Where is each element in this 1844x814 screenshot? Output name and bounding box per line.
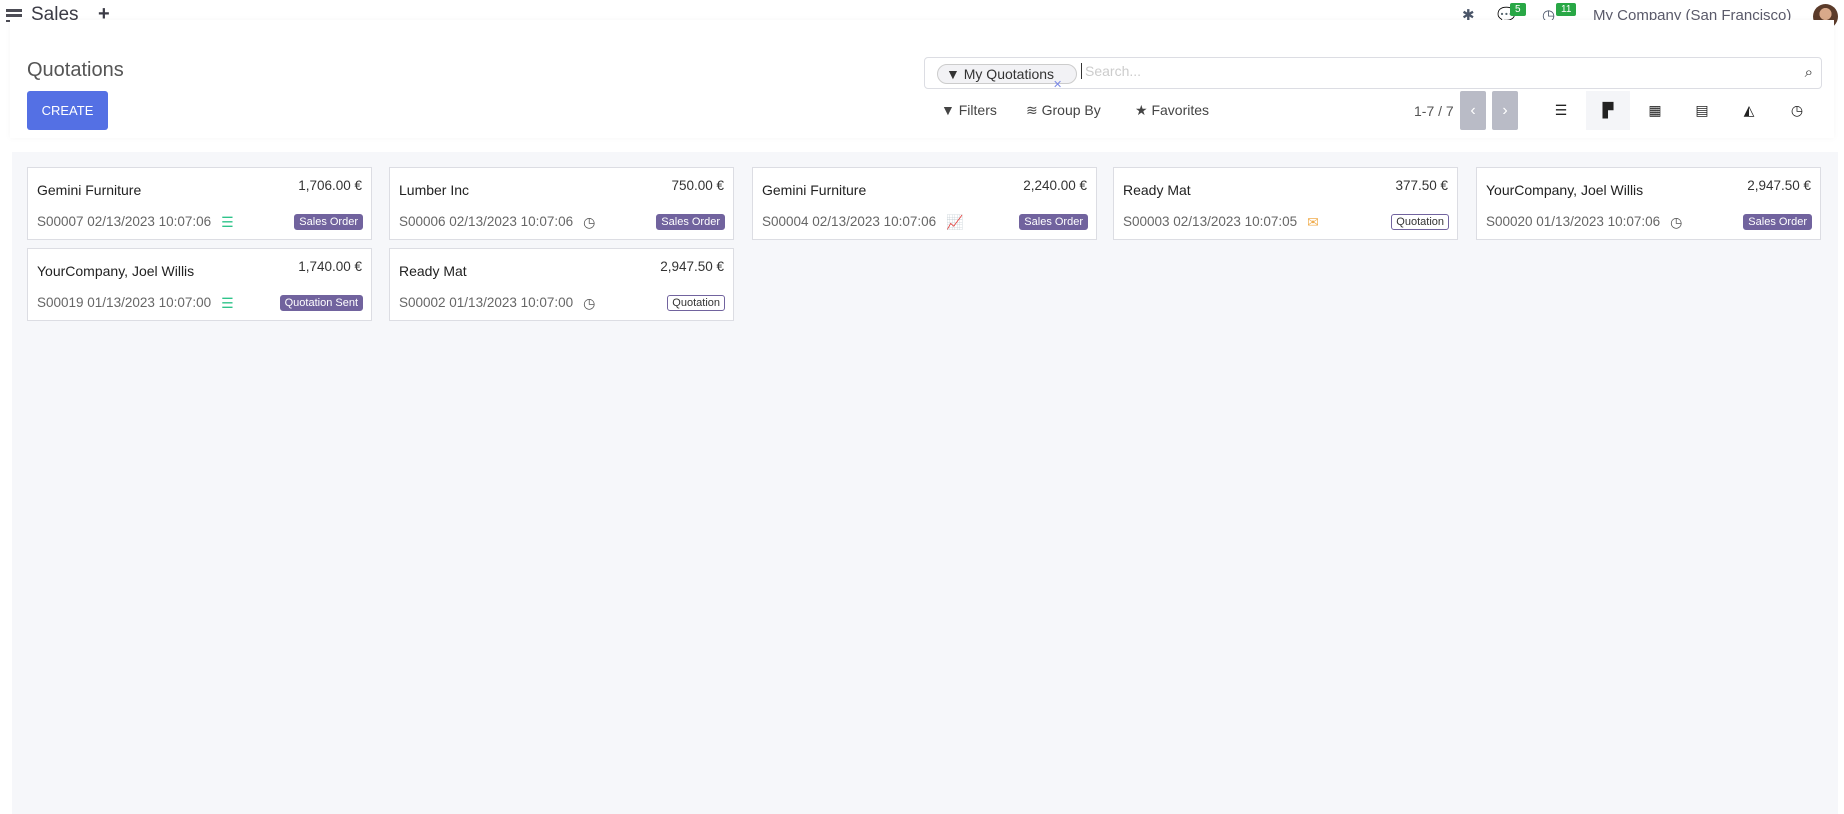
- plus-icon[interactable]: +: [98, 3, 110, 25]
- top-navbar: Sales + ✱ 💬 5 ◷ 11 My Company (San Franc…: [0, 0, 1844, 32]
- reference-date: S00003 02/13/2023 10:07:05: [1123, 214, 1298, 230]
- kanban-card[interactable]: Ready Mat 2,947.50 € S00002 01/13/2023 1…: [389, 248, 734, 321]
- pager-value[interactable]: 1-7 / 7: [1414, 103, 1454, 119]
- order-reference: S00003 02/13/2023 10:07:05 ✉: [1123, 214, 1319, 231]
- order-reference: S00019 01/13/2023 10:07:00 ☰: [37, 295, 234, 312]
- status-badge: Quotation: [667, 295, 725, 311]
- customer-name: YourCompany, Joel Willis: [37, 263, 195, 279]
- customer-name: Gemini Furniture: [37, 182, 142, 198]
- order-reference: S00007 02/13/2023 10:07:06 ☰: [37, 214, 234, 231]
- clock-icon[interactable]: ◷: [1670, 214, 1683, 230]
- facet-label: My Quotations: [963, 66, 1055, 82]
- clock-icon[interactable]: ◷: [1542, 7, 1556, 24]
- amount: 377.50 €: [1395, 178, 1448, 193]
- pager-previous-button[interactable]: ‹: [1460, 91, 1486, 130]
- kanban-card[interactable]: YourCompany, Joel Willis 1,740.00 € S000…: [27, 248, 372, 321]
- status-badge: Sales Order: [656, 214, 725, 230]
- reference-date: S00019 01/13/2023 10:07:00: [37, 295, 212, 311]
- order-reference: S00020 01/13/2023 10:07:06 ◷: [1486, 214, 1682, 231]
- chart-up-icon[interactable]: 📈: [946, 214, 964, 230]
- remove-facet-icon[interactable]: ✕: [1053, 79, 1063, 91]
- favorites-button[interactable]: ★ Favorites: [1135, 102, 1209, 119]
- list-view-button[interactable]: ☰: [1554, 102, 1568, 118]
- order-reference: S00004 02/13/2023 10:07:06 📈: [762, 214, 964, 231]
- clock-icon[interactable]: ◷: [583, 295, 596, 311]
- activities-badge: 11: [1556, 3, 1577, 16]
- customer-name: Ready Mat: [1123, 182, 1191, 198]
- reference-date: S00004 02/13/2023 10:07:06: [762, 214, 937, 230]
- amount: 2,947.50 €: [660, 259, 724, 274]
- filter-icon: ▼: [941, 102, 955, 118]
- search-facet: ▼ My Quotations: [937, 64, 1077, 84]
- customer-name: YourCompany, Joel Willis: [1486, 182, 1644, 198]
- calendar-view-button[interactable]: ▦: [1648, 102, 1662, 118]
- filter-icon: ▼: [946, 66, 960, 82]
- group-by-button[interactable]: ≋ Group By: [1026, 102, 1101, 119]
- status-badge: Sales Order: [1019, 214, 1088, 230]
- kanban-card[interactable]: Lumber Inc 750.00 € S00006 02/13/2023 10…: [389, 167, 734, 240]
- pivot-view-button[interactable]: ▤: [1695, 102, 1709, 118]
- filters-button[interactable]: ▼ Filters: [941, 102, 997, 118]
- reference-date: S00020 01/13/2023 10:07:06: [1486, 214, 1661, 230]
- reference-date: S00002 01/13/2023 10:07:00: [399, 295, 574, 311]
- amount: 1,706.00 €: [298, 178, 362, 193]
- status-badge: Quotation Sent: [279, 295, 363, 311]
- graph-view-button[interactable]: ◭: [1743, 102, 1755, 118]
- app-name[interactable]: Sales: [31, 4, 79, 25]
- create-button[interactable]: CREATE: [27, 91, 108, 130]
- star-icon: ★: [1135, 102, 1148, 118]
- status-badge: Sales Order: [294, 214, 363, 230]
- reference-date: S00007 02/13/2023 10:07:06: [37, 214, 212, 230]
- search-bar: ▼ My Quotations ✕ ⌕: [924, 57, 1822, 91]
- order-reference: S00002 01/13/2023 10:07:00 ◷: [399, 295, 595, 312]
- company-switcher[interactable]: My Company (San Francisco): [1593, 7, 1792, 24]
- amount: 1,740.00 €: [298, 259, 362, 274]
- filters-label: Filters: [958, 102, 997, 118]
- search-input[interactable]: [1081, 63, 1781, 79]
- amount: 2,947.50 €: [1747, 178, 1811, 193]
- kanban-card[interactable]: Gemini Furniture 2,240.00 € S00004 02/13…: [752, 167, 1097, 240]
- kanban-card[interactable]: Gemini Furniture 1,706.00 € S00007 02/13…: [27, 167, 372, 240]
- tasks-icon[interactable]: ☰: [221, 214, 234, 230]
- search-icon[interactable]: ⌕: [1804, 64, 1813, 81]
- tasks-icon[interactable]: ☰: [221, 295, 234, 311]
- bug-icon[interactable]: ✱: [1462, 7, 1475, 24]
- kanban-card[interactable]: YourCompany, Joel Willis 2,947.50 € S000…: [1476, 167, 1821, 240]
- order-reference: S00006 02/13/2023 10:07:06 ◷: [399, 214, 595, 231]
- group-by-label: Group By: [1041, 102, 1101, 118]
- status-badge: Quotation: [1391, 214, 1449, 230]
- envelope-icon[interactable]: ✉: [1307, 214, 1319, 230]
- pager-next-button[interactable]: ›: [1492, 91, 1518, 130]
- customer-name: Ready Mat: [399, 263, 467, 279]
- messages-badge: 5: [1510, 3, 1526, 16]
- amount: 2,240.00 €: [1023, 178, 1087, 193]
- status-badge: Sales Order: [1743, 214, 1812, 230]
- customer-name: Lumber Inc: [399, 182, 470, 198]
- clock-icon[interactable]: ◷: [583, 214, 596, 230]
- page-title: Quotations: [27, 59, 124, 81]
- kanban-view-button[interactable]: ▛: [1586, 91, 1630, 130]
- reference-date: S00006 02/13/2023 10:07:06: [399, 214, 574, 230]
- layers-icon: ≋: [1026, 102, 1038, 118]
- customer-name: Gemini Furniture: [762, 182, 867, 198]
- favorites-label: Favorites: [1151, 102, 1210, 118]
- amount: 750.00 €: [671, 178, 724, 193]
- kanban-card[interactable]: Ready Mat 377.50 € S00003 02/13/2023 10:…: [1113, 167, 1458, 240]
- activity-view-button[interactable]: ◷: [1790, 102, 1804, 118]
